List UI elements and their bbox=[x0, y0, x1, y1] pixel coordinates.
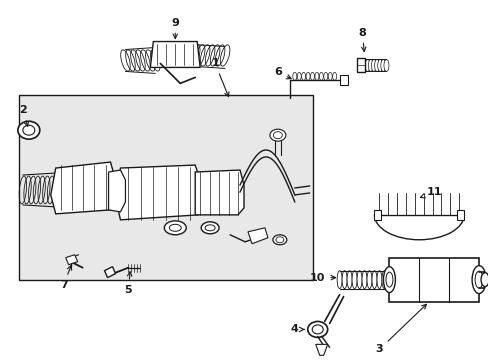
Text: 11: 11 bbox=[420, 187, 441, 198]
Ellipse shape bbox=[356, 271, 361, 289]
Polygon shape bbox=[315, 345, 327, 355]
FancyBboxPatch shape bbox=[19, 95, 312, 280]
Ellipse shape bbox=[164, 221, 186, 235]
Ellipse shape bbox=[385, 272, 392, 287]
Ellipse shape bbox=[275, 237, 283, 243]
Polygon shape bbox=[65, 255, 78, 265]
Ellipse shape bbox=[312, 325, 323, 334]
Polygon shape bbox=[388, 258, 478, 302]
Ellipse shape bbox=[383, 59, 388, 71]
Text: 7: 7 bbox=[60, 265, 72, 289]
Polygon shape bbox=[374, 210, 381, 220]
Text: 6: 6 bbox=[273, 67, 290, 79]
Polygon shape bbox=[115, 165, 200, 220]
Ellipse shape bbox=[336, 271, 342, 289]
Ellipse shape bbox=[307, 321, 327, 337]
Polygon shape bbox=[108, 170, 125, 212]
Ellipse shape bbox=[383, 267, 395, 293]
Polygon shape bbox=[150, 41, 200, 67]
Ellipse shape bbox=[351, 271, 356, 289]
Ellipse shape bbox=[342, 271, 346, 289]
Ellipse shape bbox=[273, 132, 282, 139]
Ellipse shape bbox=[374, 59, 379, 71]
Ellipse shape bbox=[371, 271, 376, 289]
Ellipse shape bbox=[381, 271, 386, 289]
Ellipse shape bbox=[361, 59, 366, 71]
Ellipse shape bbox=[269, 129, 285, 141]
Ellipse shape bbox=[376, 271, 381, 289]
Text: 4: 4 bbox=[290, 324, 304, 334]
Ellipse shape bbox=[474, 271, 482, 288]
Text: 1: 1 bbox=[211, 58, 228, 96]
Ellipse shape bbox=[23, 125, 35, 135]
Text: 10: 10 bbox=[309, 273, 335, 283]
Text: 5: 5 bbox=[124, 272, 132, 294]
Ellipse shape bbox=[346, 271, 351, 289]
Ellipse shape bbox=[361, 271, 366, 289]
Text: 8: 8 bbox=[358, 28, 366, 51]
Polygon shape bbox=[51, 162, 115, 214]
Polygon shape bbox=[195, 170, 244, 215]
Ellipse shape bbox=[480, 273, 488, 287]
Text: 9: 9 bbox=[171, 18, 179, 39]
Ellipse shape bbox=[18, 121, 40, 139]
Ellipse shape bbox=[272, 235, 286, 245]
Ellipse shape bbox=[371, 59, 376, 71]
Text: 3: 3 bbox=[375, 304, 426, 354]
Ellipse shape bbox=[205, 225, 215, 231]
Ellipse shape bbox=[169, 224, 181, 231]
Ellipse shape bbox=[380, 59, 385, 71]
Ellipse shape bbox=[365, 59, 369, 71]
Ellipse shape bbox=[471, 266, 485, 293]
Polygon shape bbox=[104, 267, 115, 278]
Polygon shape bbox=[247, 228, 267, 244]
Ellipse shape bbox=[377, 59, 382, 71]
Ellipse shape bbox=[367, 59, 372, 71]
Polygon shape bbox=[456, 210, 463, 220]
Polygon shape bbox=[339, 75, 347, 85]
Polygon shape bbox=[356, 58, 364, 72]
Ellipse shape bbox=[201, 222, 219, 234]
Text: 2: 2 bbox=[19, 105, 28, 126]
Ellipse shape bbox=[366, 271, 371, 289]
